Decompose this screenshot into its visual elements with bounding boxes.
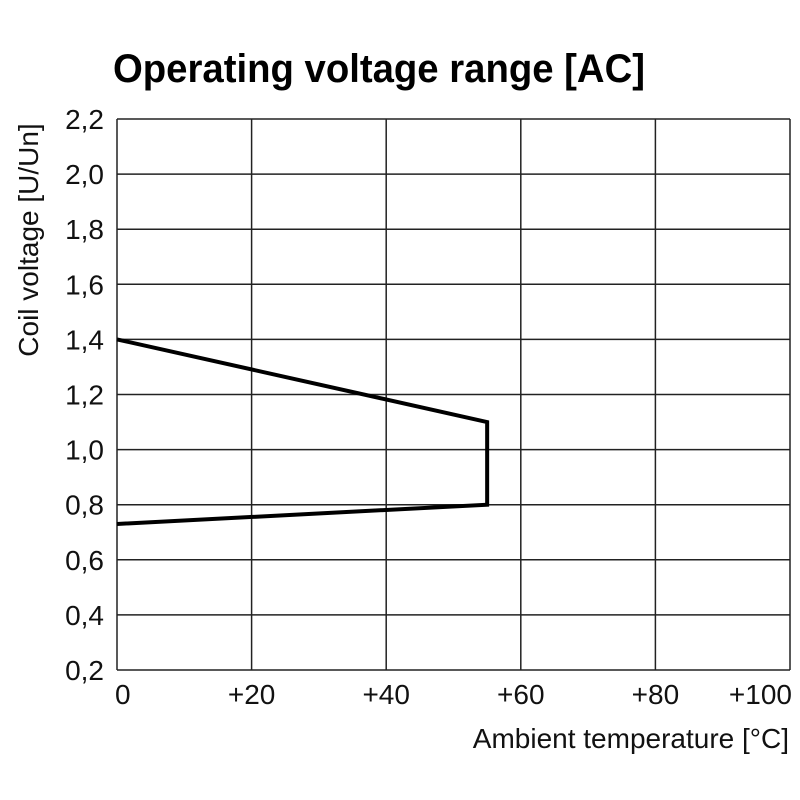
y-tick-label: 0,4 <box>65 600 104 631</box>
x-tick-label: +20 <box>228 679 276 710</box>
x-tick-label: +80 <box>632 679 680 710</box>
y-tick-label: 1,8 <box>65 214 104 245</box>
x-tick-label: +40 <box>362 679 410 710</box>
y-tick-label: 1,0 <box>65 435 104 466</box>
y-tick-label: 0,2 <box>65 655 104 686</box>
x-axis-label: Ambient temperature [°C] <box>473 723 789 754</box>
x-tick-label: +60 <box>497 679 545 710</box>
chart-title: Operating voltage range [AC] <box>113 47 645 91</box>
series <box>116 337 490 526</box>
y-tick-labels: 0,2 0,4 0,6 0,8 1,0 1,2 1,4 1,6 1,8 2,0 2,2 <box>65 104 104 686</box>
y-tick-label: 1,2 <box>65 380 104 411</box>
x-tick-label: 0 <box>115 679 131 710</box>
y-tick-label: 0,8 <box>65 490 104 521</box>
y-axis-label: Coil voltage [U/Un] <box>13 123 44 356</box>
x-tick-labels: 0 +20 +40 +60 +80 +100 <box>115 679 792 710</box>
y-tick-label: 2,2 <box>65 104 104 135</box>
y-tick-label: 1,6 <box>65 269 104 300</box>
grid <box>116 118 791 671</box>
x-tick-label: +100 <box>729 679 792 710</box>
y-tick-label: 1,4 <box>65 324 104 355</box>
y-tick-label: 0,6 <box>65 545 104 576</box>
y-tick-label: 2,0 <box>65 159 104 190</box>
series-line <box>116 337 490 526</box>
